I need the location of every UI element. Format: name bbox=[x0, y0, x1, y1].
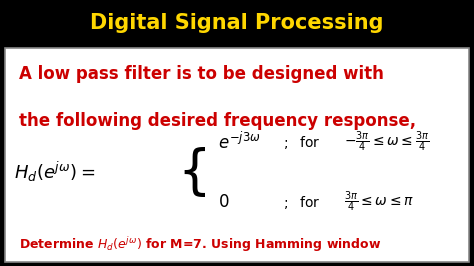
Text: A low pass filter is to be designed with: A low pass filter is to be designed with bbox=[18, 65, 383, 83]
Text: Determine $H_d(e^{j\omega})$ for M=7. Using Hamming window: Determine $H_d(e^{j\omega})$ for M=7. Us… bbox=[18, 235, 381, 254]
Text: $\{$: $\{$ bbox=[177, 145, 206, 199]
Text: $e^{-j3\omega}$: $e^{-j3\omega}$ bbox=[219, 131, 261, 153]
Text: Digital Signal Processing: Digital Signal Processing bbox=[90, 13, 384, 33]
FancyBboxPatch shape bbox=[5, 48, 469, 262]
Text: $H_d(e^{j\omega}) =$: $H_d(e^{j\omega}) =$ bbox=[14, 160, 95, 184]
Text: $;$  for: $;$ for bbox=[283, 134, 321, 151]
Text: $\frac{3\pi}{4} \leq \omega \leq \pi$: $\frac{3\pi}{4} \leq \omega \leq \pi$ bbox=[344, 190, 414, 214]
Text: the following desired frequency response,: the following desired frequency response… bbox=[18, 112, 416, 130]
Text: $0$: $0$ bbox=[219, 193, 230, 211]
Text: $-\frac{3\pi}{4} \leq \omega \leq \frac{3\pi}{4}$: $-\frac{3\pi}{4} \leq \omega \leq \frac{… bbox=[344, 130, 429, 154]
Text: $;$  for: $;$ for bbox=[283, 194, 321, 211]
